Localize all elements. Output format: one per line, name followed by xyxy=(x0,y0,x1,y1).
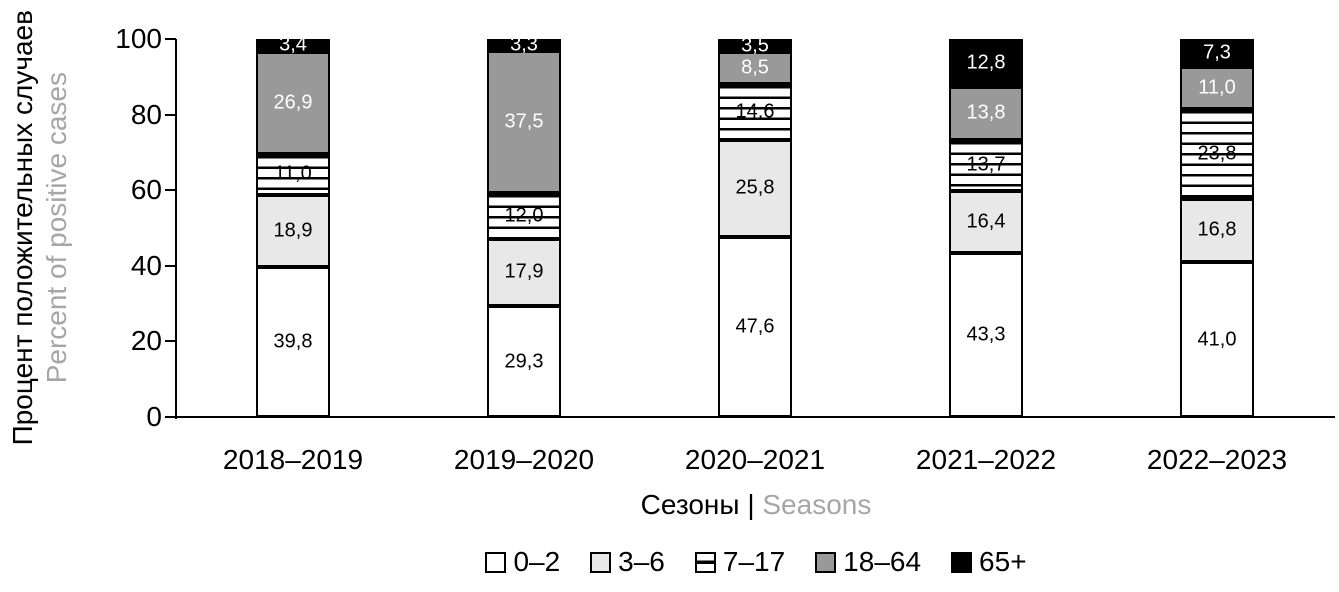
data-label: 11,0 xyxy=(274,162,312,185)
legend: 0–2 3–6 7–17 18–64 65+ xyxy=(177,546,1335,578)
data-label: 3,3 xyxy=(510,33,538,56)
legend-swatch-7–17 xyxy=(694,551,716,573)
x-axis-title-russian: Сезоны xyxy=(640,489,740,520)
data-label: 12,8 xyxy=(966,51,1006,74)
legend-swatch-0–2 xyxy=(485,551,507,573)
x-axis-tick-label: 2018–2019 xyxy=(222,444,364,475)
data-label: 37,5 xyxy=(504,110,544,133)
y-axis-tick-label: 60 xyxy=(130,174,162,206)
x-axis-title: Сезоны | Seasons xyxy=(177,489,1335,521)
y-axis-tick xyxy=(165,38,176,40)
bar-segment-65+-2019–2020: 3,3 xyxy=(487,34,561,56)
bar-segment-3–6-2018–2019: 18,9 xyxy=(256,195,330,267)
y-axis-tick-label: 40 xyxy=(130,249,162,281)
x-axis-tick-label: 2019–2020 xyxy=(453,444,595,475)
x-axis-tick-label: 2022–2023 xyxy=(1146,444,1288,475)
y-axis-tick xyxy=(165,264,176,267)
bar-segment-3–6-2020–2021: 25,8 xyxy=(718,139,792,238)
legend-swatch-3–6 xyxy=(590,551,612,573)
data-label: 18,9 xyxy=(273,219,313,242)
bar-segment-3–6-2019–2020: 17,9 xyxy=(487,238,561,307)
legend-item-65+: 65+ xyxy=(951,546,1027,578)
data-label: 3,5 xyxy=(741,34,769,57)
data-label: 26,9 xyxy=(273,91,313,114)
x-axis-tick-label: 2021–2022 xyxy=(915,444,1057,475)
data-label: 39,8 xyxy=(273,330,313,353)
data-label: 17,9 xyxy=(504,260,544,283)
data-label: 11,0 xyxy=(1198,76,1236,99)
y-axis-tick-label: 0 xyxy=(146,401,162,432)
bar-segment-7–17-2018–2019: 11,0 xyxy=(256,153,330,196)
bar-segment-18–64-2021–2022: 13,8 xyxy=(949,87,1023,140)
legend-label: 7–17 xyxy=(722,546,786,577)
data-label: 25,8 xyxy=(735,176,775,199)
bar-segment-65+-2022–2023: 7,3 xyxy=(1180,39,1254,67)
y-axis-tick xyxy=(165,113,176,116)
y-axis-title-russian: Процент положительных случаев xyxy=(7,10,38,446)
y-axis-tick xyxy=(165,189,176,192)
bar-segment-3–6-2021–2022: 16,4 xyxy=(949,191,1023,254)
bar-segment-0–2-2018–2019: 39,8 xyxy=(256,266,330,417)
legend-item-3–6: 3–6 xyxy=(590,546,665,578)
bar-segment-0–2-2021–2022: 43,3 xyxy=(949,253,1023,417)
bar-segment-3–6-2022–2023: 16,8 xyxy=(1180,198,1254,263)
bar-segment-18–64-2019–2020: 37,5 xyxy=(487,51,561,194)
data-label: 41,0 xyxy=(1197,328,1237,350)
data-label: 47,6 xyxy=(735,315,775,338)
x-axis-title-pipe: | xyxy=(747,489,755,520)
data-label: 14,6 xyxy=(735,100,775,123)
legend-label: 0–2 xyxy=(513,546,561,577)
legend-item-7–17: 7–17 xyxy=(694,546,786,578)
data-label: 3,4 xyxy=(279,33,307,56)
x-axis-tick-label: 2020–2021 xyxy=(684,444,826,475)
data-label: 23,8 xyxy=(1197,142,1237,165)
bar-segment-7–17-2020–2021: 14,6 xyxy=(718,84,792,140)
legend-swatch-65+ xyxy=(951,551,973,573)
data-label: 13,8 xyxy=(966,101,1006,124)
bar-segment-7–17-2022–2023: 23,8 xyxy=(1180,108,1254,199)
bar-segment-7–17-2019–2020: 12,0 xyxy=(487,193,561,239)
data-label: 13,7 xyxy=(966,153,1006,176)
legend-item-18–64: 18–64 xyxy=(815,546,921,578)
data-label: 12,0 xyxy=(504,204,544,227)
y-axis-tick-label: 20 xyxy=(130,325,162,357)
x-axis-title-english: Seasons xyxy=(762,489,872,520)
data-label: 43,3 xyxy=(966,323,1006,346)
legend-label: 65+ xyxy=(979,546,1027,577)
y-axis-title: Процент положительных случаев Percent of… xyxy=(6,10,74,445)
y-axis-tick xyxy=(165,340,176,343)
data-label: 7,3 xyxy=(1203,41,1231,64)
legend-item-0–2: 0–2 xyxy=(485,546,560,578)
y-axis-line xyxy=(175,39,177,419)
y-axis-title-english: Percent of positive cases xyxy=(41,72,72,384)
data-label: 29,3 xyxy=(504,350,544,373)
bar-segment-7–17-2021–2022: 13,7 xyxy=(949,139,1023,192)
y-axis-tick-label: 100 xyxy=(115,23,162,54)
data-label: 16,8 xyxy=(1197,218,1237,241)
bar-segment-18–64-2022–2023: 11,0 xyxy=(1180,66,1254,109)
bar-segment-65+-2021–2022: 12,8 xyxy=(949,39,1023,88)
bar-segment-65+-2020–2021: 3,5 xyxy=(718,34,792,56)
bar-segment-18–64-2018–2019: 26,9 xyxy=(256,51,330,154)
bar-segment-65+-2018–2019: 3,4 xyxy=(256,34,330,56)
y-axis-tick-label: 80 xyxy=(130,98,162,130)
bar-segment-0–2-2022–2023: 41,0 xyxy=(1180,262,1254,417)
y-axis-tick xyxy=(165,416,176,418)
data-label: 8,5 xyxy=(741,56,769,79)
legend-swatch-18–64 xyxy=(815,551,837,573)
x-axis-line xyxy=(175,416,1335,418)
legend-label: 18–64 xyxy=(843,546,922,577)
bar-segment-18–64-2020–2021: 8,5 xyxy=(718,52,792,85)
bar-segment-0–2-2019–2020: 29,3 xyxy=(487,306,561,417)
bar-segment-0–2-2020–2021: 47,6 xyxy=(718,237,792,417)
legend-label: 3–6 xyxy=(618,546,665,577)
data-label: 16,4 xyxy=(966,210,1006,233)
